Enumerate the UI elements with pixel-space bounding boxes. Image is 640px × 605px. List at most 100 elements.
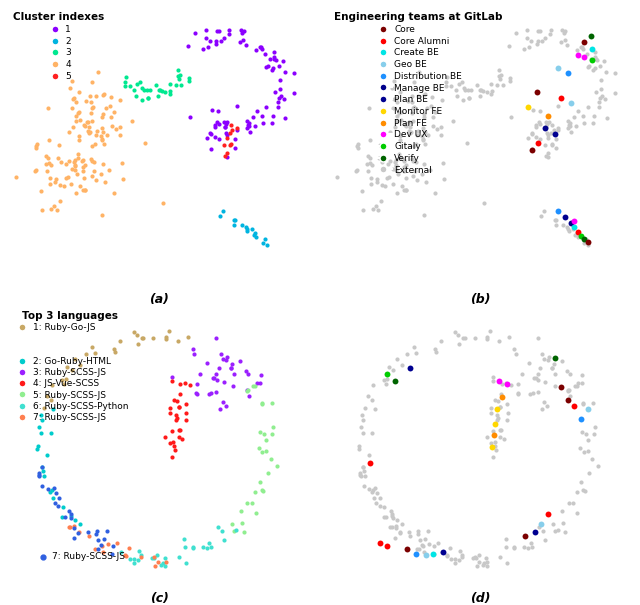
Point [584,62,595,71]
Point [251,232,261,242]
Point [396,360,406,370]
Point [579,118,589,128]
Point [553,64,563,73]
Point [80,185,90,195]
Point [115,122,125,131]
Point [227,125,237,135]
Point [543,148,553,158]
Point [84,128,95,137]
Point [275,75,285,85]
Point [400,120,410,130]
Point [214,119,224,128]
Point [427,92,437,102]
Point [513,390,523,399]
Point [63,157,74,166]
Point [275,85,285,94]
Point [280,67,291,77]
Point [232,101,242,111]
Point [550,129,560,139]
Point [533,138,543,148]
Point [211,387,221,397]
Point [107,121,117,131]
Point [97,123,107,133]
Point [394,528,404,538]
Point [395,87,405,97]
Point [63,128,74,137]
Point [80,185,90,195]
Point [595,97,605,106]
Point [224,25,234,35]
Point [161,332,171,341]
Point [82,117,92,127]
Point [582,405,593,414]
Point [475,91,485,101]
Point [590,47,600,57]
Point [563,395,573,405]
Point [164,90,175,99]
Point [524,358,534,368]
Point [569,223,579,232]
Point [289,68,299,78]
Point [36,428,47,438]
Point [205,128,216,137]
Point [83,126,93,136]
Point [62,362,72,372]
Point [260,49,271,59]
Point [497,392,507,402]
Point [136,552,146,562]
Point [454,555,464,564]
Point [394,108,404,118]
Point [587,454,597,463]
Point [169,442,179,451]
Point [545,29,555,39]
Point [365,153,375,163]
Point [396,135,406,145]
Point [401,185,412,195]
Point [261,62,271,71]
Point [91,92,101,102]
Point [70,155,80,165]
Point [34,422,44,432]
Point [188,543,198,552]
Point [375,140,385,150]
Point [419,127,429,137]
Point [366,179,376,189]
Point [418,135,428,145]
Point [266,65,276,75]
Point [539,355,549,364]
Point [242,224,252,234]
Point [211,39,221,48]
Point [360,403,371,413]
Point [88,141,98,151]
Point [191,388,202,398]
Point [168,437,179,447]
Point [85,108,95,117]
Point [212,117,223,126]
Point [392,111,402,120]
Point [362,159,372,169]
Point [563,123,573,133]
Point [201,33,211,43]
Point [372,174,383,183]
Point [175,70,185,80]
Point [227,520,237,529]
Point [235,356,245,366]
Point [532,370,543,379]
Point [582,446,593,456]
Point [204,389,214,399]
Point [565,122,575,131]
Point [93,535,104,545]
Point [429,541,440,551]
Point [553,125,563,134]
Point [358,481,369,491]
Point [61,374,71,384]
Point [31,143,42,153]
Point [405,123,415,132]
Point [268,430,278,439]
Point [576,42,586,52]
Point [501,378,511,388]
Point [267,118,277,128]
Point [70,97,81,107]
Point [559,212,570,222]
Point [358,428,368,438]
